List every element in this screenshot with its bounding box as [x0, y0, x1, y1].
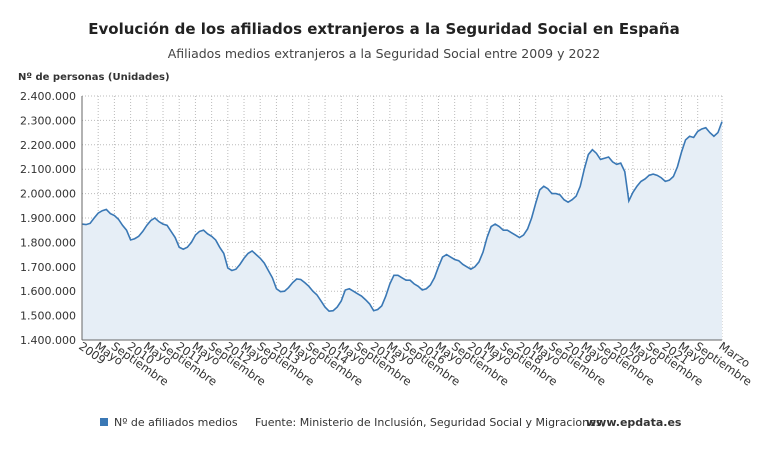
legend-label: Nº de afiliados medios	[114, 416, 238, 429]
y-tick-label: 1.700.000	[20, 261, 76, 274]
y-tick-label: 2.100.000	[20, 163, 76, 176]
y-tick-label: 1.900.000	[20, 212, 76, 225]
y-tick-label: 1.400.000	[20, 334, 76, 347]
y-tick-label: 2.300.000	[20, 114, 76, 127]
source-link: www.epdata.es	[586, 416, 682, 429]
y-axis-label: Nº de personas (Unidades)	[18, 72, 170, 83]
y-tick-label: 2.200.000	[20, 139, 76, 152]
y-tick-label: 1.800.000	[20, 236, 76, 249]
y-tick-label: 2.000.000	[20, 188, 76, 201]
source: Fuente: Ministerio de Inclusión, Segurid…	[255, 416, 605, 429]
legend-swatch	[100, 418, 108, 426]
chart-subtitle: Afiliados medios extranjeros a la Seguri…	[168, 46, 601, 61]
area	[82, 121, 722, 341]
line	[81, 121, 723, 313]
y-tick-label: 1.600.000	[20, 285, 76, 298]
y-tick-label: 1.500.000	[20, 310, 76, 323]
chart-title: Evolución de los afiliados extranjeros a…	[88, 20, 679, 38]
y-tick-label: 2.400.000	[20, 90, 76, 103]
